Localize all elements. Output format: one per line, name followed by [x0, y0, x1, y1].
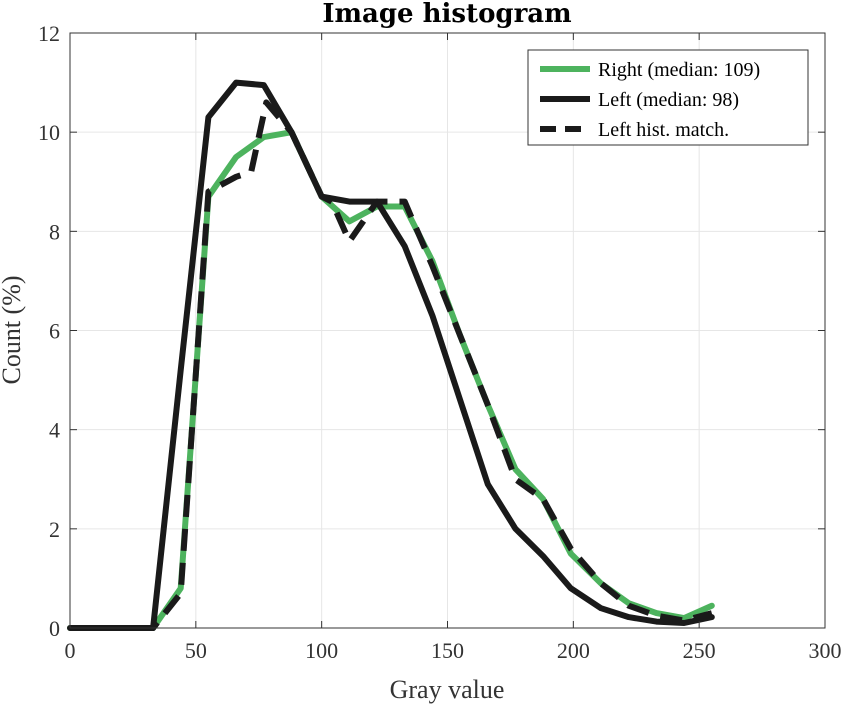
x-tick-label: 150 [431, 638, 464, 663]
legend-entry: Right (median: 109) [598, 59, 760, 81]
series-line-left [67, 79, 715, 631]
legend-entry: Left hist. match. [598, 119, 729, 141]
chart-title: Image histogram [322, 0, 571, 29]
series-line-left-hist-match [70, 99, 713, 631]
y-tick-label: 2 [49, 517, 60, 542]
x-tick-label: 50 [185, 638, 207, 663]
x-tick-label: 200 [557, 638, 590, 663]
y-tick-label: 4 [49, 418, 60, 443]
y-tick-label: 8 [49, 219, 60, 244]
y-tick-label: 10 [38, 120, 60, 145]
legend-entry: Left (median: 98) [598, 89, 739, 111]
legend: Right (median: 109) Left (median: 98) Left… [527, 49, 809, 146]
x-tick-label: 100 [305, 638, 338, 663]
x-axis-label: Gray value [390, 675, 505, 704]
axis-ticks: 0 50 100 150 200 250 300 0 2 4 6 8 10 12 [38, 21, 842, 663]
x-tick-label: 0 [65, 638, 76, 663]
y-tick-label: 12 [38, 21, 60, 46]
x-tick-label: 250 [683, 638, 716, 663]
x-tick-label: 300 [809, 638, 842, 663]
y-tick-label: 6 [49, 319, 60, 344]
y-tick-label: 0 [49, 616, 60, 641]
y-axis-label: Count (%) [0, 275, 26, 384]
series-lines [67, 79, 715, 631]
series-line-right [67, 129, 715, 631]
